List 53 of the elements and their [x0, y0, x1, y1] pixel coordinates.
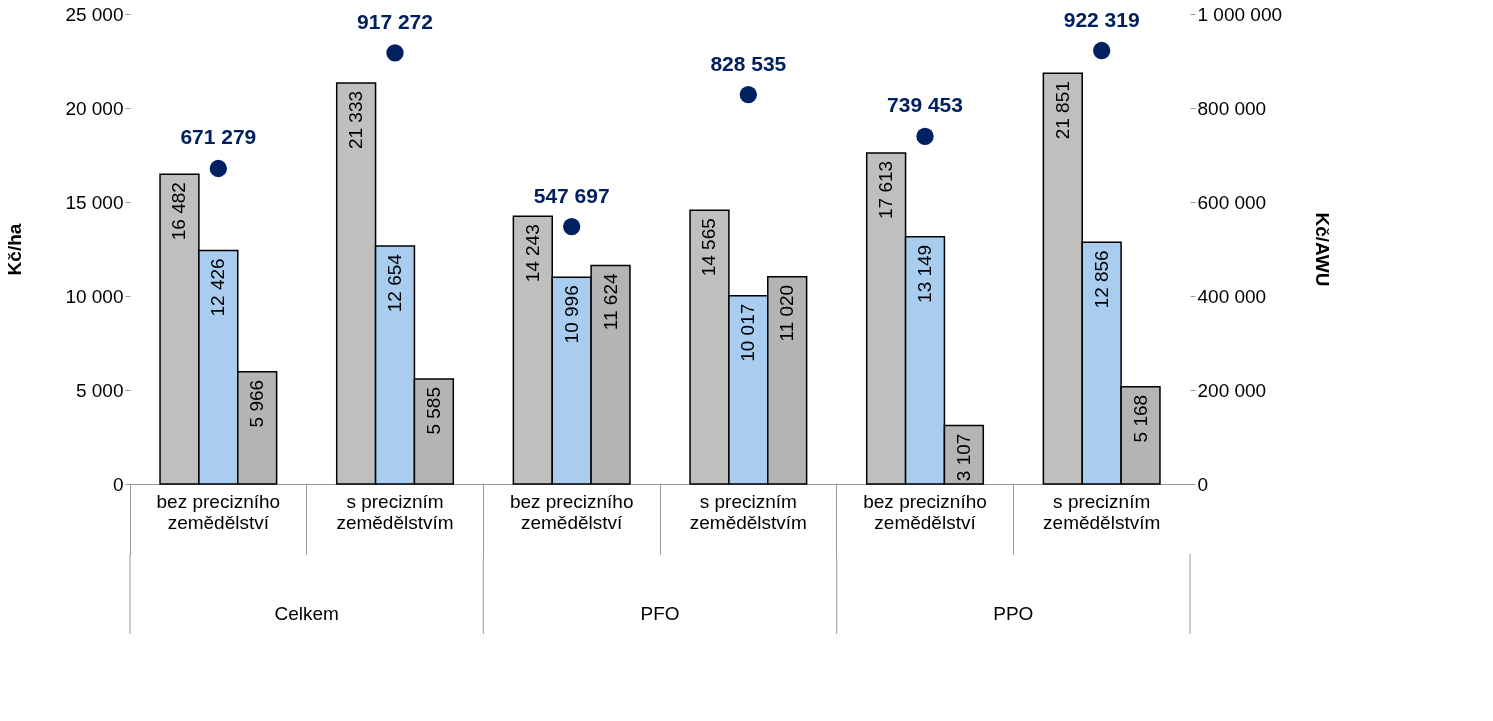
x-tick-label: bez precizního zemědělství [509, 490, 634, 533]
data-label: 10 017 [737, 303, 759, 362]
data-label: 12 856 [1090, 250, 1112, 309]
data-label: 21 333 [345, 90, 367, 150]
data-label: 917 272 [357, 9, 433, 33]
data-label: 5 168 [1129, 394, 1151, 443]
data-label: 14 565 [698, 218, 720, 277]
y-tick-label: 0 [112, 473, 124, 495]
y2-tick-label: 800 000 [1197, 97, 1267, 119]
data-label: 11 624 [599, 273, 621, 331]
data-label: 739 453 [887, 93, 963, 117]
y2-tick-label: 1 000 000 [1197, 3, 1283, 25]
point [209, 159, 227, 178]
data-label: 17 613 [875, 160, 897, 219]
text: PPO [993, 603, 1034, 624]
y2-tick-label: 400 000 [1197, 285, 1267, 307]
y-tick-label: 25 000 [65, 3, 124, 25]
x-tick-label: s precizním zemědělstvím [336, 490, 454, 533]
y-axis-title: Kč/ha [4, 223, 26, 276]
data-label: 671 279 [180, 125, 257, 149]
data-label: 14 243 [521, 224, 543, 283]
y-tick-label: 20 000 [65, 97, 124, 119]
data-label: 13 149 [914, 244, 935, 303]
data-label: 12 426 [207, 258, 229, 317]
point [739, 85, 757, 104]
point [1093, 41, 1111, 60]
data-label: 547 697 [533, 183, 610, 207]
x-tick-label: s precizním zemědělstvím [689, 490, 807, 533]
y2-tick-label: 600 000 [1197, 191, 1267, 213]
data-label: 5 966 [246, 379, 268, 428]
data-label: 16 482 [168, 182, 190, 241]
x-tick-label: bez precizního zemědělství [156, 490, 281, 533]
data-label: 3 107 [952, 433, 974, 482]
point [386, 44, 404, 62]
x-tick-label: s precizním zemědělstvím [1043, 490, 1161, 533]
point [916, 127, 934, 146]
y2-axis-title: Kč/AWU [1312, 212, 1334, 287]
data-label: 828 535 [710, 51, 787, 75]
y2-tick-label: 200 000 [1197, 379, 1267, 401]
y-tick-label: 10 000 [65, 285, 124, 307]
y-tick-label: 15 000 [65, 191, 124, 213]
data-label: 10 996 [560, 285, 582, 344]
point [563, 217, 581, 236]
y-tick-label: 5 000 [75, 379, 124, 401]
text: PFO [640, 603, 680, 624]
data-label: 21 851 [1051, 81, 1073, 140]
data-label: 11 020 [776, 284, 798, 342]
x-tick-label: bez precizního zemědělství [863, 490, 987, 533]
text: Celkem [274, 603, 339, 624]
y2-tick-label: 0 [1197, 473, 1209, 495]
data-label: 922 319 [1063, 7, 1140, 31]
data-label: 5 585 [422, 387, 444, 435]
data-label: 12 654 [384, 253, 405, 313]
